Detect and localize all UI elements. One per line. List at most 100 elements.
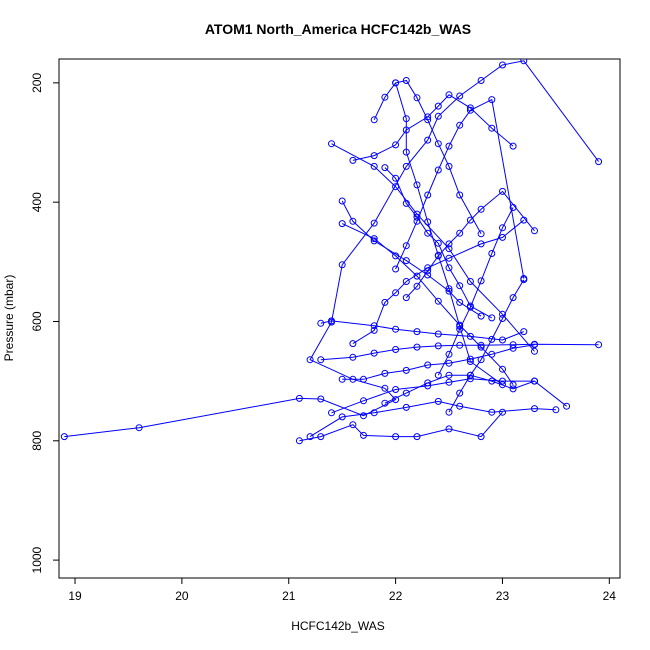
data-point [392,289,400,297]
data-point [456,229,464,237]
data-point [477,277,485,285]
data-point [456,121,464,129]
data-point [509,385,517,393]
data-point [392,346,400,353]
data-point [370,409,378,417]
x-axis: 19 20 21 22 23 24 [68,578,616,603]
data-point [413,217,421,225]
data-point [360,431,367,439]
data-point [466,371,474,379]
data-point [338,261,346,269]
data-point [456,389,464,397]
data-point [456,341,464,349]
series-line [331,143,535,352]
data-point [445,245,453,253]
data-point [520,59,528,65]
series-line [384,374,535,404]
data-point [595,158,603,166]
y-tick-label: 400 [30,192,44,212]
data-point [338,220,346,228]
series-line [64,60,600,438]
data-point [317,433,325,441]
data-point [477,77,485,84]
data-point [349,353,357,361]
data-point [402,242,410,250]
data-point [499,61,506,69]
data-point [466,278,474,285]
data-point [488,408,496,416]
data-point [413,94,421,102]
data-point [135,424,143,432]
data-point [402,148,410,156]
data-point [531,227,538,235]
data-point [477,240,485,248]
data-point [488,250,496,257]
series-line [341,223,514,385]
data-point [477,356,485,364]
data-point [434,112,442,120]
data-point [413,433,421,441]
data-point [402,366,410,374]
data-point [466,216,474,224]
data-point [413,343,421,351]
data-point [402,77,410,84]
data-point [509,344,517,352]
data-point [434,297,442,305]
data-point [370,162,378,170]
data-point [434,102,442,110]
data-point [456,402,464,410]
data-point [445,91,453,99]
data-point [477,343,485,351]
data-point [402,257,410,265]
data-point [499,381,506,389]
series-line [405,190,535,298]
data-point [424,191,432,199]
data-point [434,239,442,247]
data-point [360,397,367,405]
data-point [402,389,410,397]
data-point [595,341,603,349]
data-point [360,375,367,383]
data-point [445,371,453,379]
data-point [381,93,389,101]
x-tick-label: 22 [389,589,403,603]
data-point [370,349,378,357]
data-point [488,96,496,104]
data-point [499,315,506,322]
data-point [445,359,453,367]
data-point [424,229,432,237]
data-point [488,377,496,385]
data-point [402,115,410,123]
data-point [424,267,432,275]
data-point [531,347,538,355]
data-point [531,340,538,348]
data-point [434,397,442,405]
data-point [499,187,506,195]
data-point [317,356,325,364]
plot-area [60,59,603,445]
series-line [373,79,482,235]
data-point [488,335,496,343]
data-point [456,92,464,100]
data-point [509,341,517,349]
data-point [477,230,485,238]
data-point [295,394,303,402]
y-tick-label: 600 [30,311,44,331]
data-point [499,365,506,373]
data-point [488,350,496,358]
data-point [338,375,346,383]
data-point [466,332,474,340]
x-tick-label: 21 [282,589,296,603]
data-point [60,433,68,441]
data-point [338,197,346,205]
data-point [370,326,378,334]
data-point [563,402,571,410]
data-point [392,79,400,87]
data-point [392,174,400,182]
data-point [499,408,506,416]
data-point [466,358,474,365]
data-point [509,294,517,302]
data-point [381,298,389,306]
data-point [413,272,421,280]
data-point [424,379,432,387]
